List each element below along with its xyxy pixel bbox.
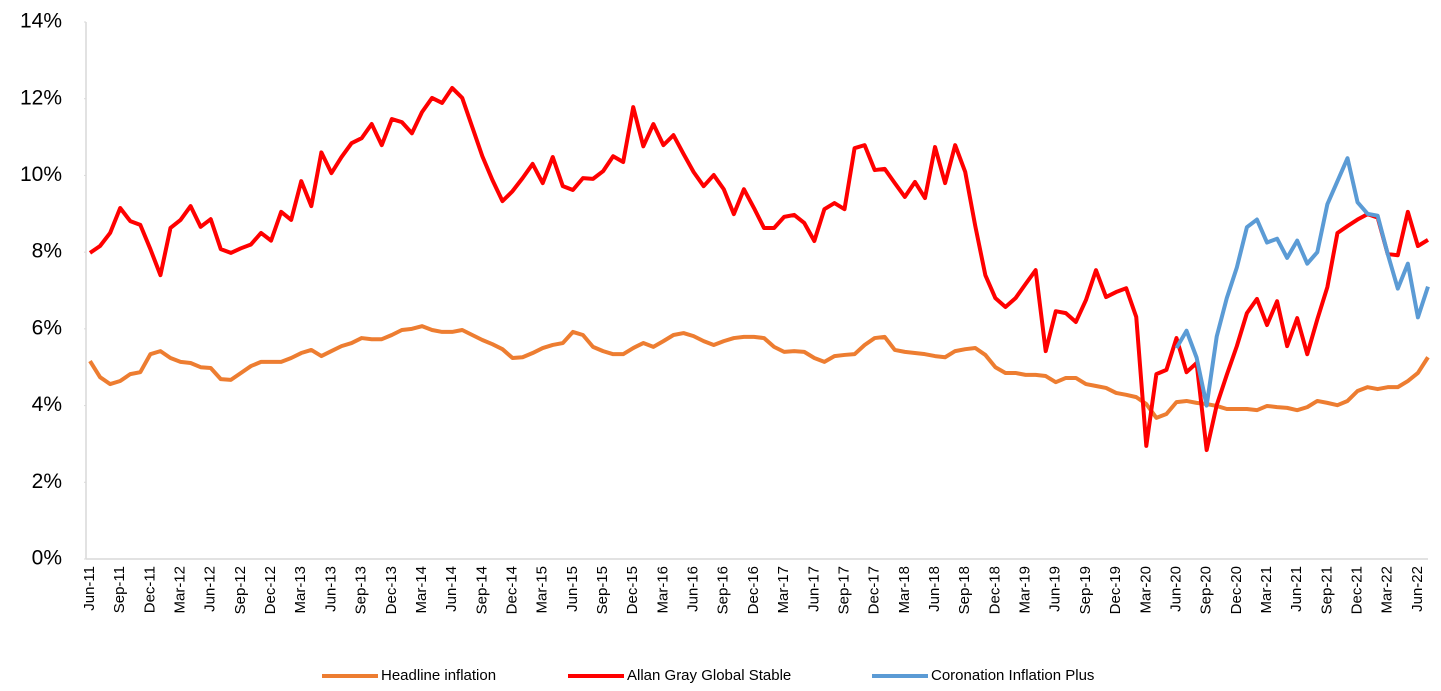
x-tick-label: Jun-19 <box>1047 566 1064 612</box>
x-tick-label: Sep-12 <box>232 566 249 614</box>
x-tick-label: Mar-17 <box>775 566 792 614</box>
x-tick-label: Sep-11 <box>111 566 128 613</box>
x-tick-label: Dec-16 <box>745 566 762 614</box>
x-tick-label: Sep-13 <box>353 566 370 614</box>
x-tick-label: Dec-17 <box>866 566 883 614</box>
x-tick-label: Jun-14 <box>443 566 460 612</box>
y-tick-label: 0% <box>32 547 62 570</box>
x-tick-label: Jun-13 <box>322 566 339 612</box>
x-tick-label: Mar-12 <box>172 566 189 614</box>
x-tick-label: Sep-21 <box>1318 566 1335 614</box>
y-tick-label: 14% <box>20 10 62 33</box>
x-tick-label: Jun-15 <box>564 566 581 612</box>
x-tick-label: Mar-18 <box>896 566 913 614</box>
x-tick-label: Sep-17 <box>835 566 852 614</box>
x-tick-label: Sep-19 <box>1077 566 1094 614</box>
x-tick-label: Dec-18 <box>986 566 1003 614</box>
y-tick-label: 10% <box>20 163 62 186</box>
x-tick-label: Mar-20 <box>1137 566 1154 614</box>
legend-label: Coronation Inflation Plus <box>931 667 1094 684</box>
x-tick-label: Sep-14 <box>473 566 490 614</box>
legend-label: Allan Gray Global Stable <box>627 667 791 684</box>
x-tick-label: Dec-13 <box>383 566 400 614</box>
x-tick-label: Mar-16 <box>654 566 671 614</box>
x-tick-label: Mar-22 <box>1379 566 1396 614</box>
y-tick-label: 2% <box>32 470 62 493</box>
x-tick-label: Mar-21 <box>1258 566 1275 614</box>
y-tick-label: 8% <box>32 240 62 263</box>
x-tick-label: Dec-11 <box>141 566 158 613</box>
x-tick-label: Jun-17 <box>805 566 822 612</box>
x-tick-label: Mar-19 <box>1017 566 1034 614</box>
x-tick-label: Sep-18 <box>956 566 973 614</box>
x-tick-label: Dec-14 <box>503 566 520 614</box>
x-tick-label: Jun-11 <box>81 566 98 611</box>
x-tick-label: Dec-20 <box>1228 566 1245 614</box>
legend-label: Headline inflation <box>381 667 496 684</box>
x-tick-label: Jun-16 <box>685 566 702 612</box>
x-tick-label: Mar-15 <box>534 566 551 614</box>
series-line <box>88 85 1430 453</box>
series-line <box>1174 156 1430 408</box>
x-tick-label: Dec-15 <box>624 566 641 614</box>
y-tick-label: 4% <box>32 393 62 416</box>
x-tick-label: Jun-20 <box>1167 566 1184 612</box>
x-tick-label: Mar-14 <box>413 566 430 614</box>
x-tick-label: Jun-21 <box>1288 566 1305 612</box>
x-tick-label: Dec-21 <box>1349 566 1366 614</box>
x-tick-label: Dec-12 <box>262 566 279 614</box>
x-tick-label: Sep-20 <box>1198 566 1215 614</box>
x-tick-label: Dec-19 <box>1107 566 1124 614</box>
y-tick-label: 6% <box>32 316 62 339</box>
x-tick-label: Jun-18 <box>926 566 943 612</box>
x-tick-label: Sep-15 <box>594 566 611 614</box>
x-tick-label: Jun-12 <box>202 566 219 612</box>
y-tick-label: 12% <box>20 86 62 109</box>
x-tick-label: Sep-16 <box>715 566 732 614</box>
x-tick-label: Mar-13 <box>292 566 309 614</box>
x-tick-label: Jun-22 <box>1409 566 1426 612</box>
